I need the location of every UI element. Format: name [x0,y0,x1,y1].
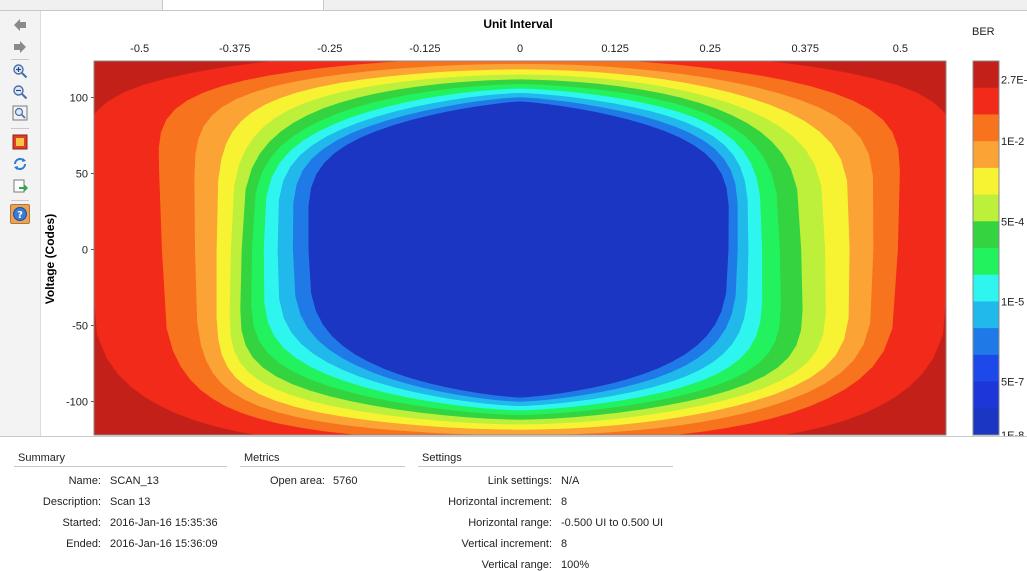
info-value: 2016-Jan-16 15:36:09 [110,538,218,550]
legend-label: 1E-5 [1001,296,1024,308]
info-value: 8 [561,496,568,508]
y-tick-label: 0 [82,245,88,257]
x-tick-label: 0.25 [699,43,720,55]
x-tick-label: 0 [517,43,523,55]
zoom-in-icon[interactable] [10,61,30,81]
legend-swatch [973,381,999,409]
export-image-icon[interactable] [10,132,30,152]
active-tab[interactable] [162,0,324,10]
legend-label: 1E-8 [1001,430,1024,436]
info-value: 5760 [333,475,358,487]
info-label: Description: [42,496,101,508]
ber-contour-map[interactable] [85,50,954,437]
info-label: Link settings: [487,475,552,487]
info-value: Scan 13 [110,496,151,508]
legend-swatch [973,274,999,302]
legend-label: 2.7E- [1001,75,1027,87]
info-label: Started: [62,517,101,529]
y-tick-label: -50 [72,321,88,333]
legend-swatch [973,87,999,115]
info-value: 8 [561,538,568,550]
legend-swatch [973,248,999,276]
x-tick-label: 0.375 [792,43,820,55]
plot-toolbar: ? [0,11,41,436]
refresh-icon[interactable] [10,154,30,174]
info-label: Ended: [66,538,101,550]
back-arrow-icon[interactable] [10,15,30,35]
zoom-fit-icon[interactable] [10,103,30,123]
legend-label: 1E-2 [1001,136,1024,148]
info-value: 100% [561,559,590,571]
export-icon[interactable] [10,176,30,196]
info-label: Open area: [269,475,325,487]
legend-swatch [973,61,999,89]
metrics-heading: Metrics [244,452,280,464]
zoom-out-icon[interactable] [10,82,30,102]
y-axis-label: Voltage (Codes) [43,214,57,304]
svg-text:?: ? [17,210,23,221]
scan-info-panel [0,436,1027,565]
x-tick-label: -0.375 [219,43,250,55]
ber-color-legend: 2.7E- 1E-2 5E-4 1E-5 5E-7 1E-8 [972,60,1027,436]
legend-swatch [973,328,999,356]
legend-swatch [973,141,999,169]
forward-arrow-icon[interactable] [10,37,30,57]
summary-heading: Summary [18,452,66,464]
info-label: Vertical increment: [461,538,552,550]
legend-swatch [973,408,999,436]
legend-swatch [973,194,999,222]
chart-title: Unit Interval [483,17,552,31]
info-value: N/A [561,475,580,487]
x-tick-label: 0.5 [893,43,908,55]
info-value: 2016-Jan-16 15:35:36 [110,517,218,529]
eye-diagram-plot: Unit Interval -0.5 -0.375 -0.25 -0.125 0 0.12… [43,17,1027,437]
y-tick-label: 100 [70,92,88,104]
y-axis: 100 50 0 -50 -100 [66,92,94,409]
help-icon[interactable]: ? [10,204,30,224]
legend-label: 5E-7 [1001,377,1024,389]
info-label: Horizontal range: [468,517,552,529]
x-axis: -0.5 -0.375 -0.25 -0.125 0 0.125 0.25 0.375 0.5 [130,43,908,55]
x-tick-label: -0.25 [317,43,342,55]
x-tick-label: -0.5 [130,43,149,55]
legend-title: BER [972,26,995,38]
x-tick-label: -0.125 [409,43,440,55]
top-tab-strip [0,0,1027,11]
y-tick-label: -100 [66,397,88,409]
legend-swatch [973,114,999,142]
ber-contour-band [308,101,729,398]
legend-swatch [973,301,999,329]
info-value: SCAN_13 [110,475,159,487]
info-label: Name: [68,475,101,487]
x-tick-label: 0.125 [601,43,629,55]
legend-label: 5E-4 [1001,216,1024,228]
settings-heading: Settings [422,452,462,464]
info-value: -0.500 UI to 0.500 UI [561,517,664,529]
y-tick-label: 50 [76,169,88,181]
legend-swatch [973,221,999,249]
info-label: Vertical range: [481,559,552,571]
legend-swatch [973,167,999,196]
info-label: Horizontal increment: [448,496,552,508]
legend-swatch [973,354,999,383]
